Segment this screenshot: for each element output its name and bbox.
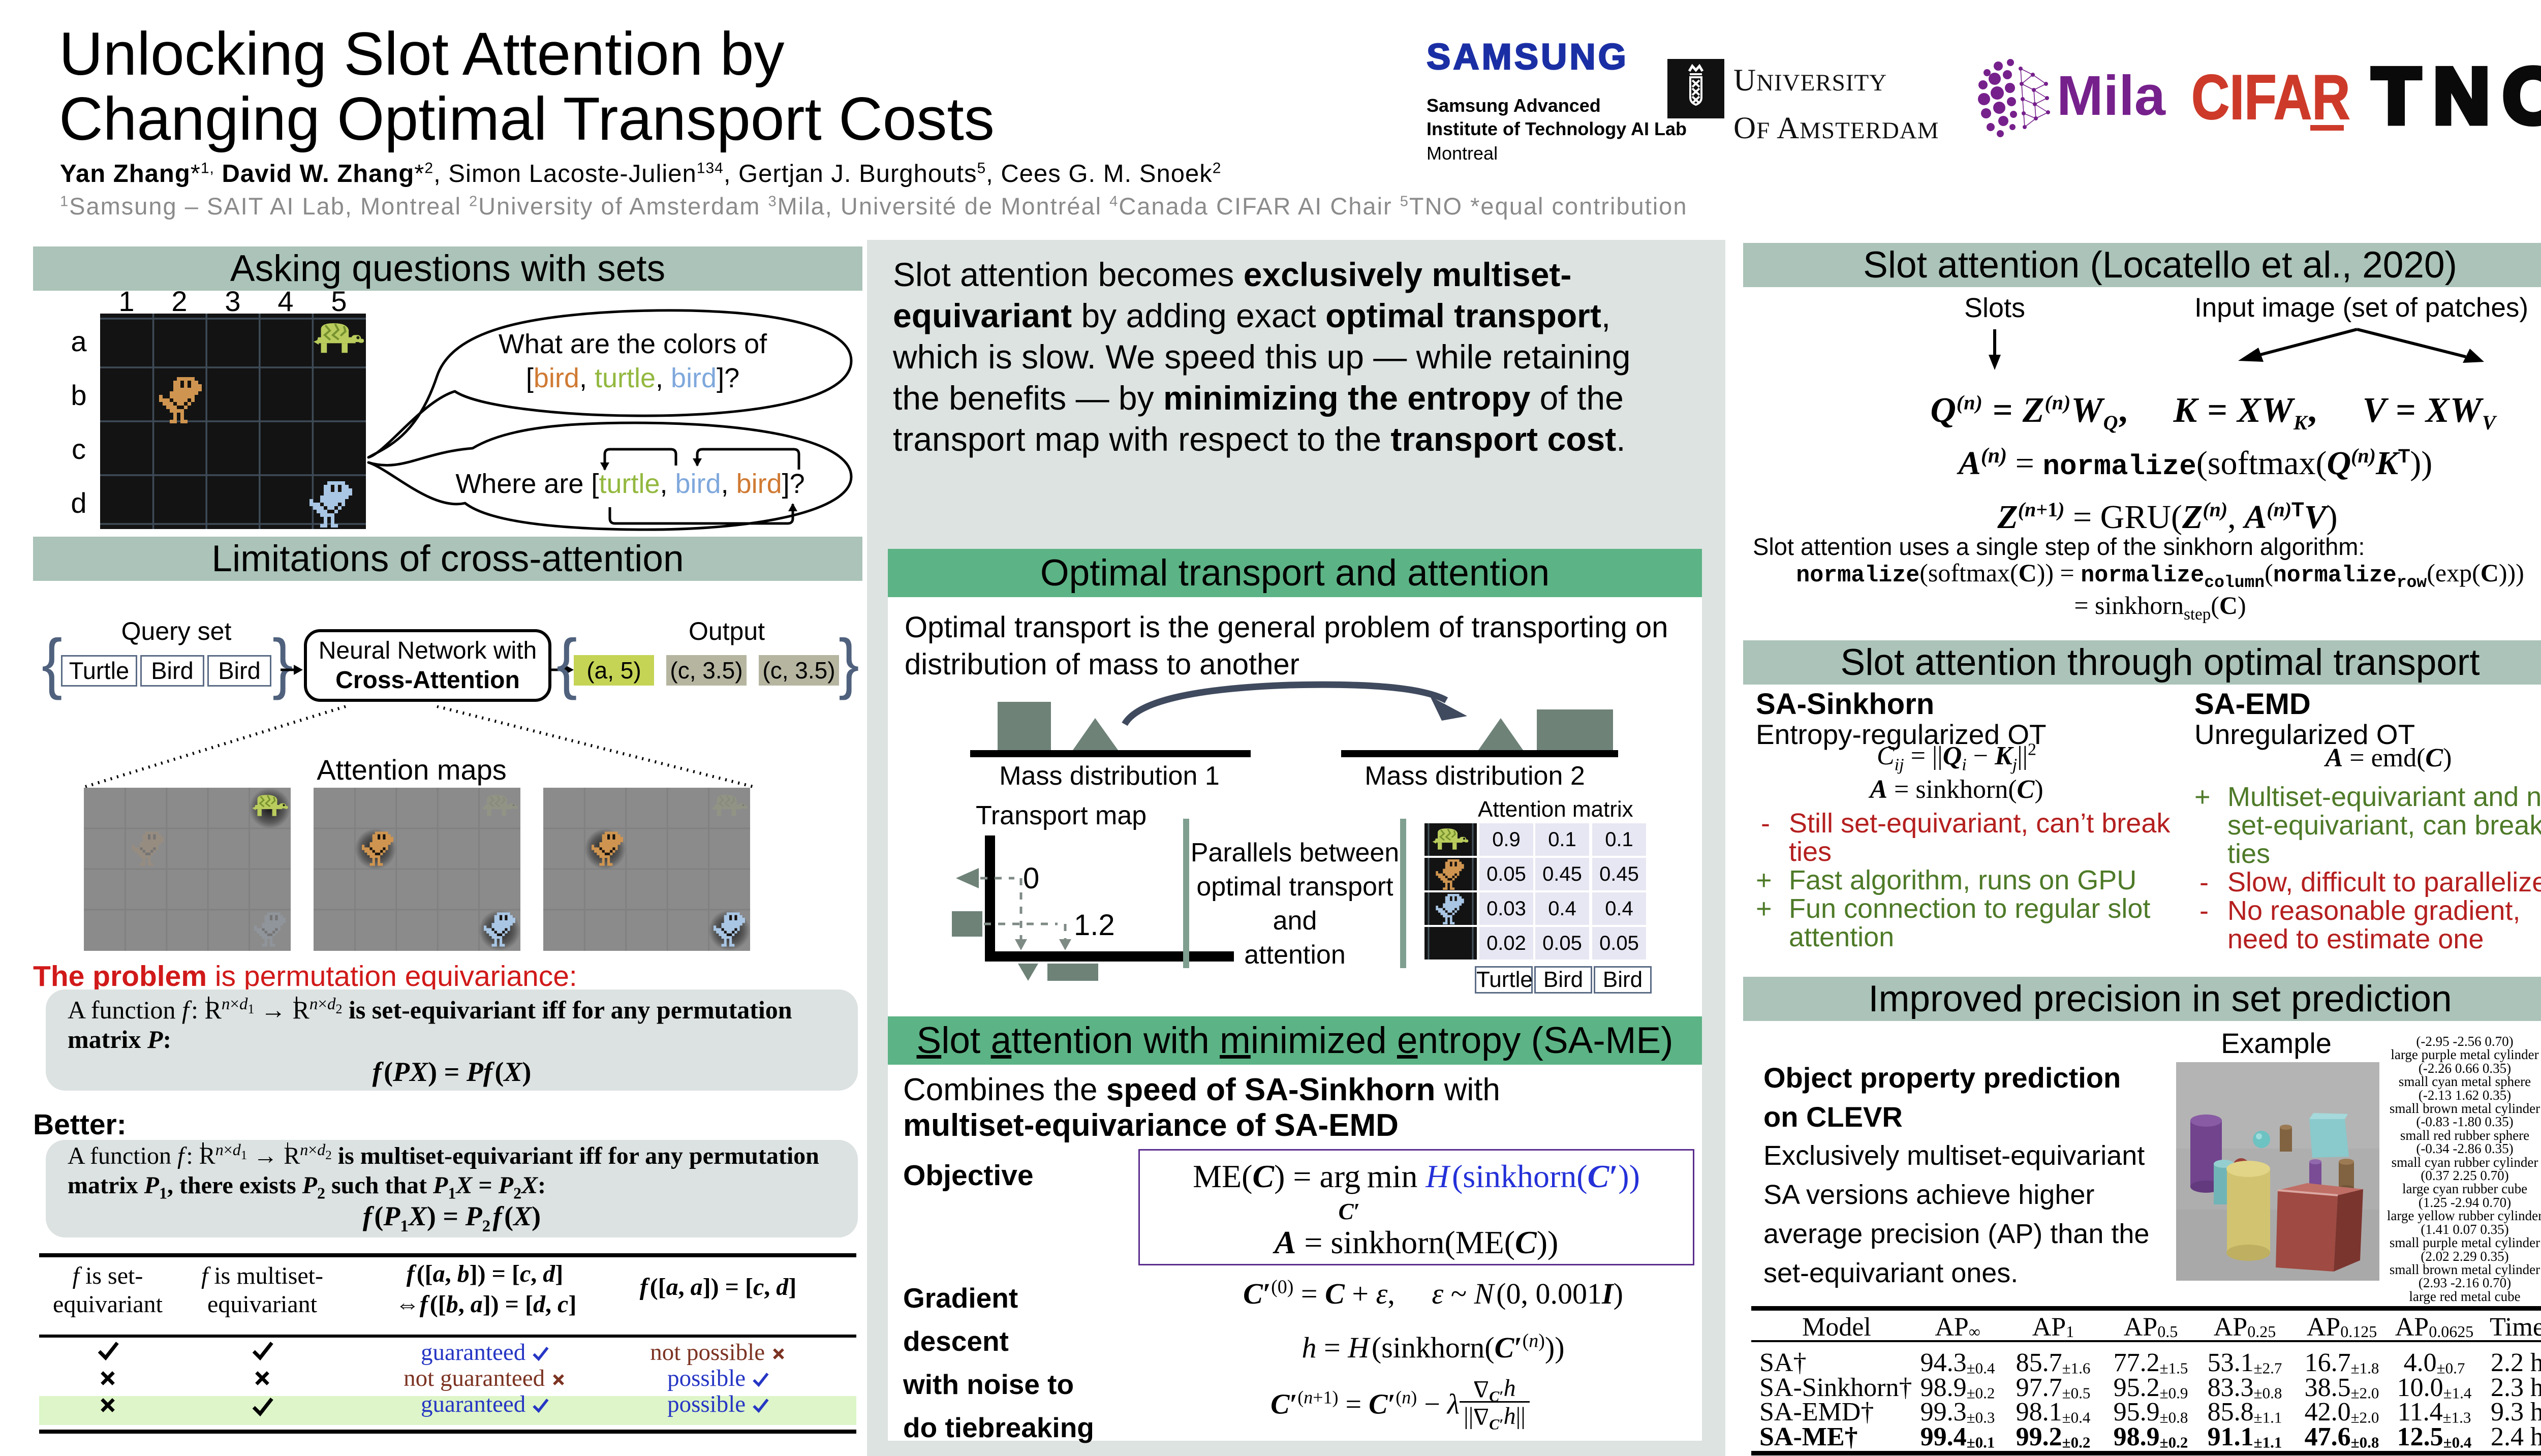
svg-text:[bird, turtle, bird]?: [bird, turtle, bird]?	[526, 363, 739, 393]
svg-text:1.2: 1.2	[1074, 909, 1115, 942]
svg-text:What are the colors of: What are the colors of	[499, 329, 767, 359]
svg-text:Where are [turtle, bird, bird]: Where are [turtle, bird, bird]?	[455, 469, 804, 499]
svg-text:0: 0	[1023, 862, 1039, 895]
